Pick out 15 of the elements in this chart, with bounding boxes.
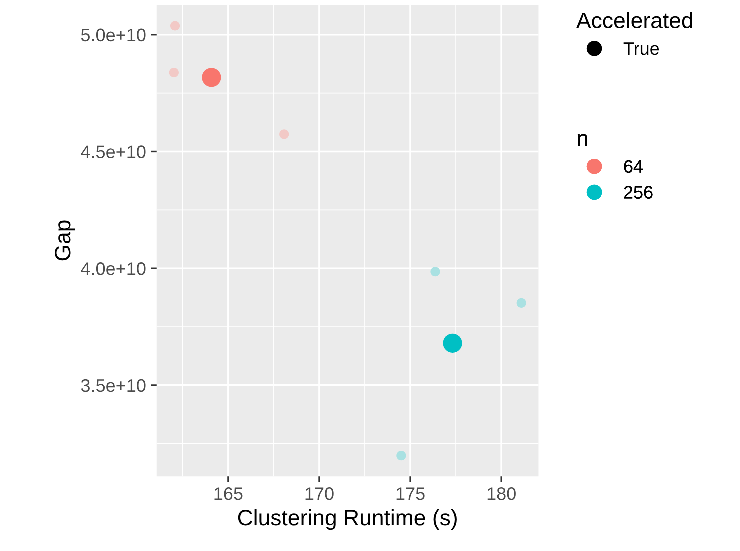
x-tick-label: 170 bbox=[306, 488, 334, 500]
x-tick-label: 180 bbox=[488, 488, 516, 500]
legend-label: 64 bbox=[624, 160, 643, 174]
text: Accelerated bbox=[576, 12, 692, 29]
x-tick-label: 175 bbox=[396, 488, 425, 500]
y-tick-label: 5.0e+10 bbox=[81, 28, 146, 42]
y-tick-label: 3.5e+10 bbox=[81, 379, 146, 392]
legend-label: True bbox=[624, 42, 660, 56]
x-tick-label: 165 bbox=[214, 488, 243, 500]
legend-label: 256 bbox=[624, 186, 653, 199]
text: n bbox=[578, 134, 588, 146]
y-tick-label: 4.5e+10 bbox=[81, 146, 146, 158]
x-axis-title: Clustering Runtime (s) bbox=[238, 509, 457, 530]
y-axis-title: Gap bbox=[55, 220, 76, 261]
y-tick-label: 4.0e+10 bbox=[81, 262, 146, 276]
